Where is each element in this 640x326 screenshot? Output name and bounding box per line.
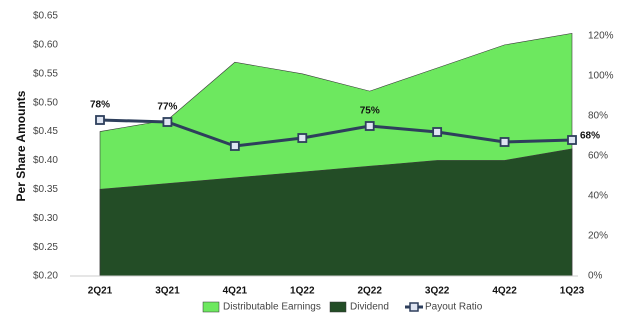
data-label: 75% (360, 106, 380, 117)
marker (364, 121, 375, 131)
line (99, 118, 573, 148)
y2-tick-label: 0% (588, 271, 603, 282)
area (99, 148, 573, 277)
legend-label: Payout Ratio (425, 302, 483, 313)
x-tick-label: 2Q22 (357, 286, 382, 297)
y-tick-label: $0.35 (33, 184, 58, 195)
data-label: 68% (580, 131, 600, 142)
y2-tick-label: 40% (588, 191, 608, 202)
data-label: 77% (157, 102, 177, 113)
y2-tick-label: 20% (588, 231, 608, 242)
y-tick-label: $0.50 (33, 97, 58, 108)
y-tick-label: $0.25 (33, 242, 58, 253)
legend-label: Distributable Earnings (223, 302, 321, 313)
marker (162, 117, 173, 127)
marker (499, 137, 510, 147)
legend-swatch (409, 302, 419, 312)
marker (567, 135, 577, 145)
marker (432, 127, 443, 137)
y2-tick-label: 100% (588, 71, 614, 82)
y-axis-label: Per Share Amounts (14, 90, 28, 201)
legend-swatch (329, 301, 347, 313)
x-tick-label: 3Q21 (155, 286, 180, 297)
marker (95, 115, 105, 125)
data-label: 78% (90, 100, 110, 111)
x-tick-label: 4Q22 (492, 286, 517, 297)
legend-swatch (202, 301, 220, 313)
x-tick-label: 1Q22 (290, 286, 315, 297)
marker (297, 133, 308, 143)
x-tick-label: 2Q21 (88, 286, 113, 297)
x-tick-label: 3Q22 (425, 286, 450, 297)
y-tick-label: $0.20 (33, 271, 58, 282)
y-tick-label: $0.60 (33, 40, 58, 51)
y2-tick-label: 60% (588, 151, 608, 162)
y-tick-label: $0.55 (33, 68, 58, 79)
legend-label: Dividend (350, 302, 389, 313)
y-tick-label: $0.30 (33, 213, 58, 224)
y-tick-label: $0.65 (33, 11, 58, 22)
y2-tick-label: 80% (588, 111, 608, 122)
y-tick-label: $0.40 (33, 155, 58, 166)
marker (229, 141, 240, 151)
y2-tick-label: 120% (588, 31, 614, 42)
x-tick-label: 4Q21 (223, 286, 248, 297)
y-tick-label: $0.45 (33, 126, 58, 137)
x-tick-label: 1Q23 (560, 286, 585, 297)
